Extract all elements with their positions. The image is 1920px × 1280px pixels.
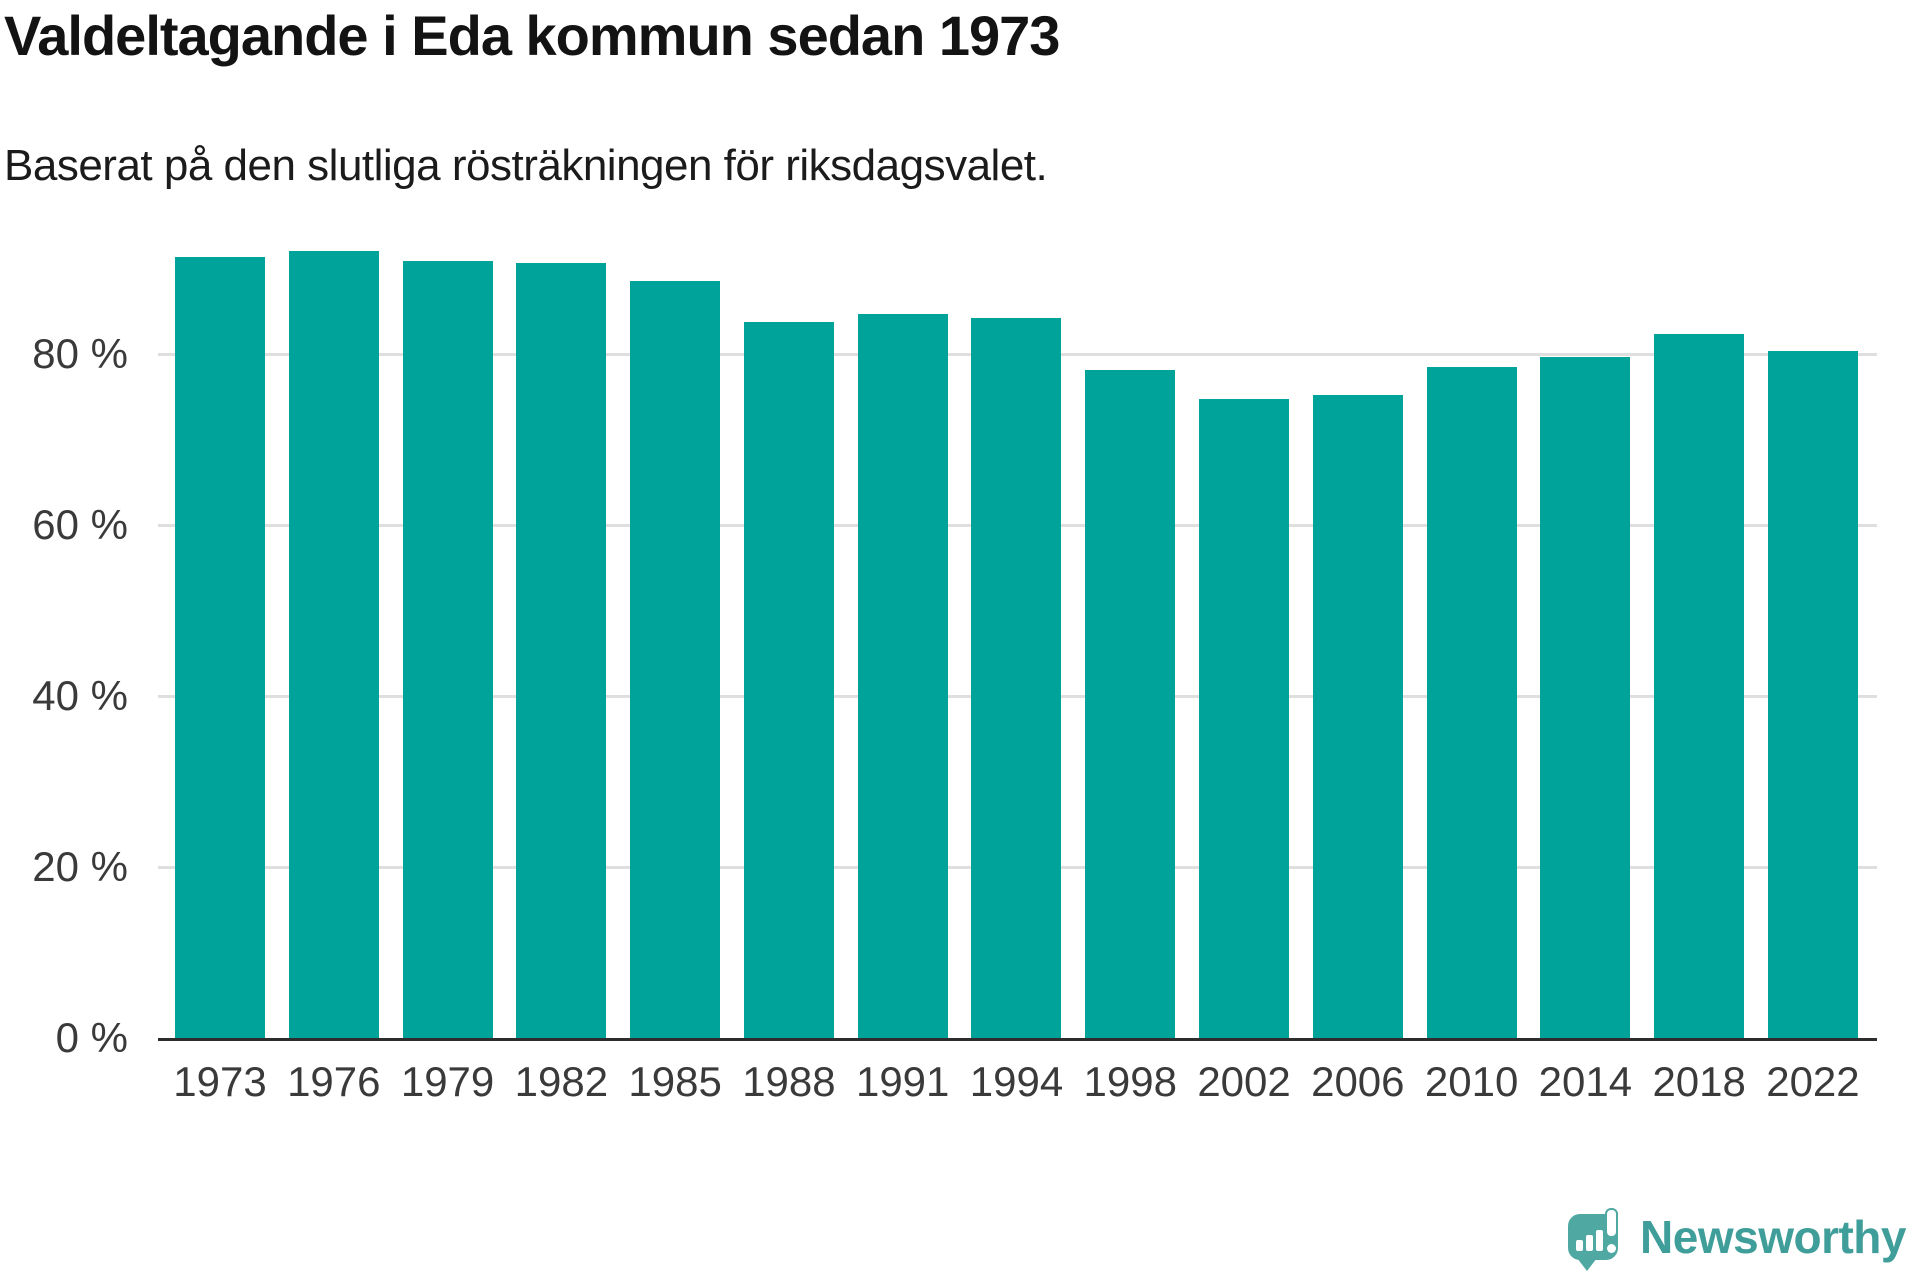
bar-column-1988: 1988: [742, 183, 836, 1103]
logo-text: Newsworthy: [1640, 1211, 1906, 1263]
logo-exclamation-dot-icon: [1607, 1244, 1617, 1253]
bars-row: 1973 1976 1979 1982 1985 1988 1991 1994 1998 2002…: [158, 183, 1877, 1103]
speech-bubble-tail: [1577, 1258, 1598, 1271]
bar-column-1982: 1982: [515, 183, 608, 1103]
x-axis-line: [158, 1038, 1877, 1041]
newsworthy-logo: Newsworthy: [1568, 1208, 1906, 1271]
logo-chart-bar-icon: [1596, 1230, 1604, 1251]
bar-column-2018: 2018: [1652, 183, 1746, 1103]
bar-2022: [1767, 351, 1858, 1038]
x-tick-label-2014: 2014: [1538, 1058, 1633, 1105]
x-tick-label-1988: 1988: [742, 1058, 836, 1105]
bar-2018: [1654, 334, 1745, 1038]
bar-2010: [1426, 366, 1517, 1038]
x-tick-label-2010: 2010: [1424, 1058, 1519, 1105]
x-tick-label-2022: 2022: [1766, 1058, 1860, 1105]
logo-exclamation-icon: [1605, 1208, 1619, 1238]
x-tick-label-2002: 2002: [1197, 1058, 1291, 1105]
bar-column-1976: 1976: [287, 183, 381, 1103]
bar-column-1994: 1994: [970, 183, 1063, 1103]
bar-column-1973: 1973: [173, 183, 267, 1103]
x-tick-label-1991: 1991: [855, 1058, 950, 1105]
y-tick-label-60: 60 %: [32, 501, 128, 548]
chart-subtitle: Baserat på den slutliga rösträkningen fö…: [4, 141, 1048, 190]
bar-1973: [175, 257, 265, 1038]
x-tick-label-1973: 1973: [173, 1058, 267, 1105]
x-tick-label-1985: 1985: [628, 1058, 722, 1105]
bar-column-1985: 1985: [628, 183, 722, 1103]
bar-2014: [1540, 357, 1631, 1038]
bar-column-2010: 2010: [1425, 183, 1518, 1103]
x-tick-label-2006: 2006: [1311, 1058, 1405, 1105]
bar-column-1991: 1991: [856, 183, 949, 1103]
y-tick-label-80: 80 %: [32, 330, 128, 377]
bar-1976: [288, 251, 379, 1038]
bar-1998: [1085, 370, 1176, 1038]
x-tick-label-1979: 1979: [400, 1058, 495, 1105]
x-tick-label-1998: 1998: [1083, 1058, 1177, 1105]
bar-column-1979: 1979: [401, 183, 494, 1103]
bar-1994: [971, 318, 1062, 1038]
bar-2006: [1312, 395, 1403, 1038]
bar-column-1998: 1998: [1084, 183, 1177, 1103]
newsworthy-logo-icon: [1568, 1208, 1619, 1271]
plot-area: 1973 1976 1979 1982 1985 1988 1991 1994 1998 2002…: [158, 183, 1877, 1103]
bar-1988: [743, 322, 834, 1038]
bar-1991: [857, 313, 948, 1038]
bar-2002: [1199, 399, 1290, 1038]
x-tick-label-2018: 2018: [1652, 1058, 1746, 1105]
y-tick-label-20: 20 %: [32, 843, 128, 890]
x-tick-label-1976: 1976: [287, 1058, 381, 1105]
bar-column-2022: 2022: [1766, 183, 1860, 1103]
x-tick-label-1982: 1982: [514, 1058, 609, 1105]
bar-column-2014: 2014: [1539, 183, 1632, 1103]
logo-chart-bar-icon: [1576, 1240, 1584, 1251]
y-tick-label-40: 40 %: [32, 672, 128, 719]
chart-title: Valdeltagande i Eda kommun sedan 1973: [4, 4, 1060, 67]
bar-column-2006: 2006: [1311, 183, 1405, 1103]
y-tick-label-0: 0 %: [55, 1014, 128, 1061]
bar-1985: [630, 281, 721, 1038]
bar-column-2002: 2002: [1197, 183, 1291, 1103]
logo-chart-bar-icon: [1586, 1235, 1594, 1251]
bar-1982: [516, 263, 607, 1038]
x-tick-label-1994: 1994: [969, 1058, 1064, 1105]
bar-1979: [402, 260, 493, 1038]
